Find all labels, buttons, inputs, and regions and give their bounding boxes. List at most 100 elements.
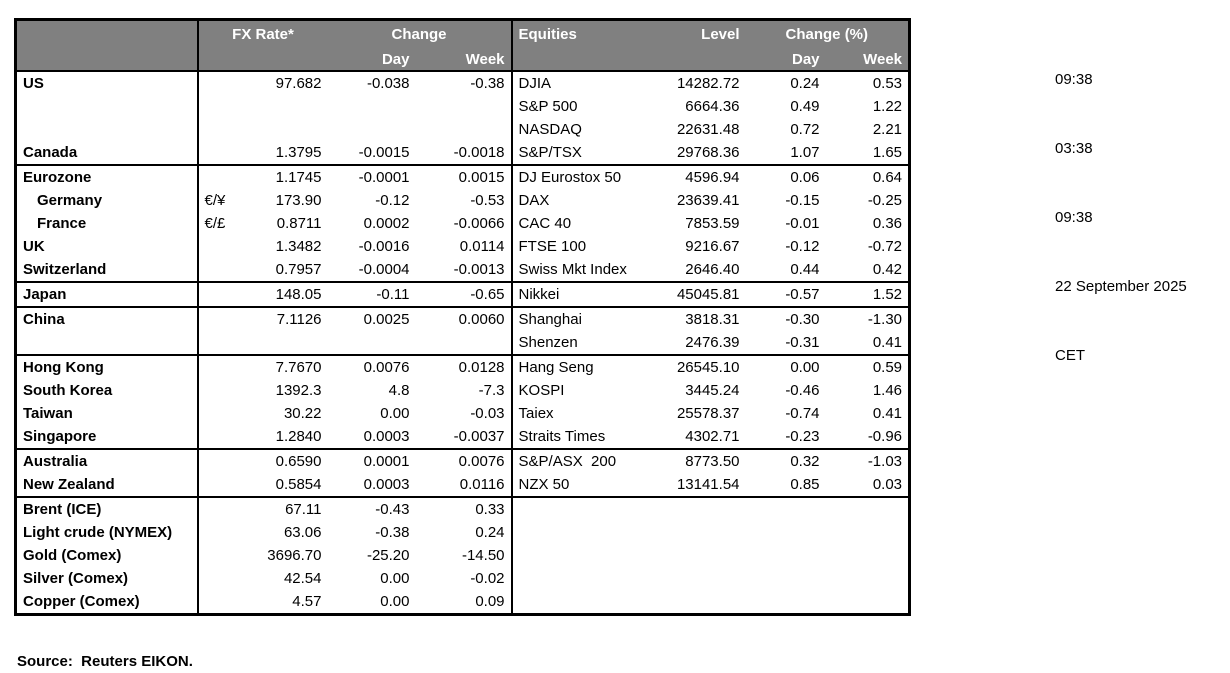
fx-week-change-cell: -0.65	[415, 281, 513, 307]
equity-week-change-cell: 0.41	[872, 334, 903, 351]
equity-level-cell: 22631.48	[676, 121, 740, 138]
currency-pair-cell	[198, 118, 236, 141]
table-row: Shenzen 2476.39 -0.31 0.41	[15, 331, 910, 355]
currency-pair-cell	[197, 354, 236, 379]
equity-week-change-cell: 0.42	[872, 261, 903, 278]
equity-day-change-cell: -0.12	[785, 238, 820, 255]
table-row: Copper (Comex) 4.57 0.00 0.09	[15, 590, 910, 615]
equity-name-cell: Shenzen	[518, 334, 578, 351]
fx-rate-cell: 0.6590	[235, 448, 328, 473]
equity-week-change-cell: 2.21	[872, 121, 903, 138]
fx-rate-cell: 1.2840	[275, 428, 322, 445]
fx-day-change-cell: 0.0001	[327, 448, 416, 473]
equity-day-change-cell: -0.23	[785, 428, 820, 445]
equity-level-cell: 23639.41	[676, 192, 740, 209]
equity-day-change-cell: -0.31	[785, 334, 820, 351]
equity-level-cell: 14282.72	[645, 70, 746, 95]
fx-week-change-cell: 0.0128	[415, 354, 513, 379]
equity-week-change-cell	[826, 567, 910, 590]
fx-week-change-cell: -7.3	[415, 379, 513, 402]
table-row: Japan 148.05 -0.11 -0.65 Nikkei 45045.81 -0.57…	[15, 281, 910, 307]
currency-pair-cell	[197, 70, 236, 95]
equity-day-change-cell: -0.01	[785, 215, 820, 232]
header-fx-week: Week	[415, 48, 513, 71]
table-header: FX Rate* Change Equities Level Change (%…	[15, 19, 910, 71]
header-country-cell	[15, 19, 199, 48]
equity-week-change-cell: -0.72	[867, 238, 903, 255]
country-cell: Hong Kong	[15, 354, 199, 379]
fx-day-change-cell: -0.12	[375, 192, 410, 209]
fx-day-change-cell: -0.0016	[358, 238, 410, 255]
fx-day-change-cell: -0.0015	[358, 144, 410, 161]
fx-week-change-cell: 0.0076	[415, 448, 513, 473]
equity-level-cell: 4302.71	[685, 428, 740, 445]
currency-pair-cell	[198, 544, 236, 567]
fx-week-change-cell: -0.03	[415, 402, 513, 425]
currency-pair-cell	[197, 281, 236, 307]
country-cell: Germany	[15, 189, 199, 212]
equity-level-cell	[646, 567, 746, 590]
fx-day-change-cell	[328, 118, 416, 141]
equity-name-cell: KOSPI	[518, 382, 565, 399]
equity-level-cell: 8773.50	[645, 448, 746, 473]
fx-week-change-cell: -0.38	[415, 70, 513, 95]
time-line: 09:38	[1055, 209, 1093, 226]
table-row: South Korea 1392.3 4.8 -7.3 KOSPI 3445.24 -0.4…	[15, 379, 910, 402]
currency-pair-cell	[198, 402, 236, 425]
header-empty-cell	[511, 48, 646, 71]
fx-rate-cell: 1.1745	[235, 164, 328, 189]
equity-day-change-cell: -0.15	[785, 192, 820, 209]
date-line: 22 September 2025	[1055, 278, 1187, 295]
fx-week-change-cell: 0.09	[415, 590, 513, 615]
currency-pair-cell	[198, 95, 236, 118]
fx-week-change-cell: -0.0066	[415, 212, 513, 235]
currency-pair-cell	[197, 496, 236, 521]
equity-week-change-cell: 1.52	[825, 281, 910, 307]
equity-week-change-cell: 1.46	[872, 382, 903, 399]
fx-rate-cell: 63.06	[283, 524, 322, 541]
table-row: Gold (Comex) 3696.70 -25.20 -14.50	[15, 544, 910, 567]
equity-day-change-cell: 0.49	[790, 98, 820, 115]
fx-rate-cell: 7.1126	[235, 306, 328, 331]
table-section: Australia 0.6590 0.0001 0.0076 S&P/ASX 200 87…	[15, 448, 910, 497]
fx-rate-cell	[236, 331, 328, 355]
equity-name-cell	[512, 567, 646, 590]
equity-day-change-cell: 0.85	[790, 476, 820, 493]
fx-rate-cell: 42.54	[283, 570, 322, 587]
fx-rate-cell: 0.7957	[275, 261, 322, 278]
fx-week-change-cell: 0.0116	[415, 473, 513, 497]
fx-day-change-cell: 4.8	[388, 382, 410, 399]
equity-week-change-cell: 0.53	[825, 70, 910, 95]
equity-day-change-cell	[745, 496, 826, 521]
equity-week-change-cell: 1.65	[872, 144, 903, 161]
equity-name-cell: DAX	[518, 192, 550, 209]
country-cell: China	[15, 306, 199, 331]
country-cell: France	[15, 212, 199, 235]
fx-rate-cell	[236, 95, 328, 118]
equity-name-cell: Swiss Mkt Index	[518, 261, 627, 278]
table-section: US 97.682 -0.038 -0.38 DJIA 14282.72 0.24 0.53 S…	[15, 70, 910, 165]
equity-name-cell: FTSE 100	[518, 238, 587, 255]
fx-day-change-cell: -0.0004	[358, 261, 410, 278]
country-cell: Silver (Comex)	[15, 567, 199, 590]
fx-week-change-cell: -0.0018	[415, 141, 513, 165]
equity-level-cell: 7853.59	[685, 215, 740, 232]
currency-pair-cell	[197, 306, 236, 331]
equity-name-cell: Straits Times	[518, 428, 606, 445]
fx-week-change-cell: 0.0114	[415, 235, 513, 258]
table-section: Japan 148.05 -0.11 -0.65 Nikkei 45045.81 -0.57…	[15, 281, 910, 307]
equity-name-cell: Taiex	[518, 405, 554, 422]
currency-pair-cell	[198, 331, 236, 355]
currency-pair-cell	[198, 379, 236, 402]
currency-pair-cell: €/£	[204, 215, 226, 232]
equity-week-change-cell: -0.25	[867, 192, 903, 209]
fx-day-change-cell: 0.0002	[363, 215, 410, 232]
fx-week-change-cell	[415, 118, 513, 141]
fx-week-change-cell	[415, 331, 513, 355]
fx-day-change-cell: 0.00	[380, 405, 410, 422]
table-row: Hong Kong 7.7670 0.0076 0.0128 Hang Seng 2654…	[15, 354, 910, 379]
equity-level-cell: 25578.37	[676, 405, 740, 422]
country-cell: New Zealand	[15, 473, 199, 497]
equity-week-change-cell: -0.96	[867, 428, 903, 445]
